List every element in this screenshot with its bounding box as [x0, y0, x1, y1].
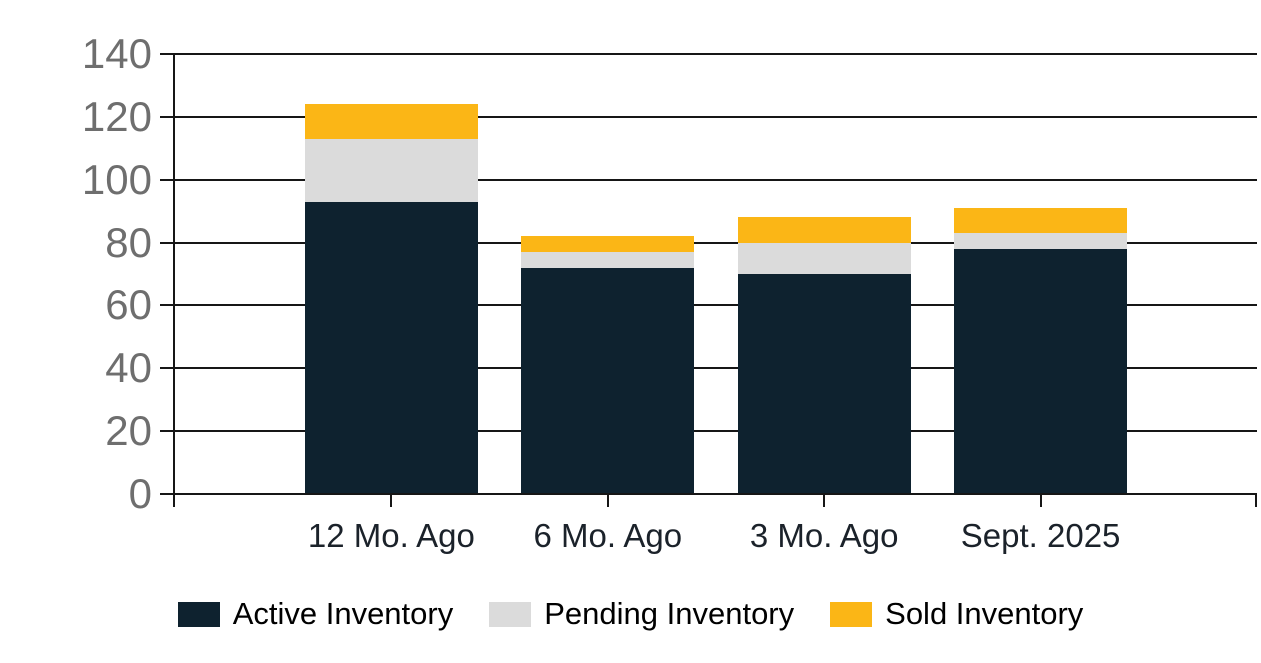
gridline: [160, 115, 1257, 118]
bar-segment: [304, 201, 478, 494]
y-axis-tick-label: 120: [81, 92, 152, 140]
legend-label: Pending Inventory: [544, 596, 795, 631]
bar-segment: [737, 274, 911, 494]
bar-segment: [304, 104, 478, 139]
gridline: [160, 178, 1257, 181]
bar-segment: [521, 236, 695, 253]
bar-segment: [521, 252, 695, 268]
y-axis-tick-label: 0: [128, 470, 152, 517]
stacked-bar: [954, 208, 1128, 494]
bar-segment: [521, 267, 695, 494]
legend-item: Sold Inventory: [830, 596, 1083, 632]
x-axis-tick: [823, 494, 826, 507]
bar-segment: [954, 248, 1128, 494]
x-axis-tick-label: Sept. 2025: [960, 517, 1121, 554]
bar-segment: [737, 242, 911, 274]
legend-swatch: [177, 601, 220, 627]
legend-item: Pending Inventory: [489, 596, 794, 632]
gridline: [160, 430, 1257, 433]
legend-swatch: [489, 601, 532, 627]
legend-label: Active Inventory: [232, 596, 454, 631]
y-axis-tick-label: 140: [81, 30, 152, 77]
gridline: [160, 53, 1257, 55]
y-axis-tick-label: 80: [105, 218, 152, 266]
stacked-bar: [521, 236, 695, 494]
y-axis-tick-label: 40: [105, 344, 152, 392]
legend-label: Sold Inventory: [885, 596, 1084, 631]
legend: Active Inventory Pending Inventory Sold In…: [0, 596, 1261, 632]
gridline: [160, 367, 1257, 370]
bar-segment: [304, 138, 478, 202]
x-axis-tick-label: 12 Mo. Ago: [307, 517, 475, 554]
legend-item: Active Inventory: [177, 596, 454, 632]
y-axis-tick-label: 60: [105, 281, 152, 329]
bar-segment: [954, 208, 1128, 234]
bar-segment: [737, 217, 911, 243]
legend-swatch: [830, 601, 873, 627]
y-axis-line: [173, 54, 175, 507]
x-axis-tick: [1039, 494, 1042, 507]
y-axis-tick-label: 20: [105, 407, 152, 455]
gridline: [160, 304, 1257, 307]
stacked-bar: [304, 104, 478, 494]
x-axis-tick-label: 6 Mo. Ago: [533, 517, 683, 554]
x-axis-end-tick: [1255, 494, 1257, 507]
bar-segment: [954, 233, 1128, 249]
x-axis-tick: [606, 494, 609, 507]
gridline: [160, 241, 1257, 244]
x-axis-tick-label: 3 Mo. Ago: [749, 517, 899, 554]
x-axis-tick: [390, 494, 393, 507]
gridline: [160, 493, 1257, 495]
y-axis-tick-label: 100: [81, 155, 152, 203]
stacked-bar: [737, 217, 911, 494]
